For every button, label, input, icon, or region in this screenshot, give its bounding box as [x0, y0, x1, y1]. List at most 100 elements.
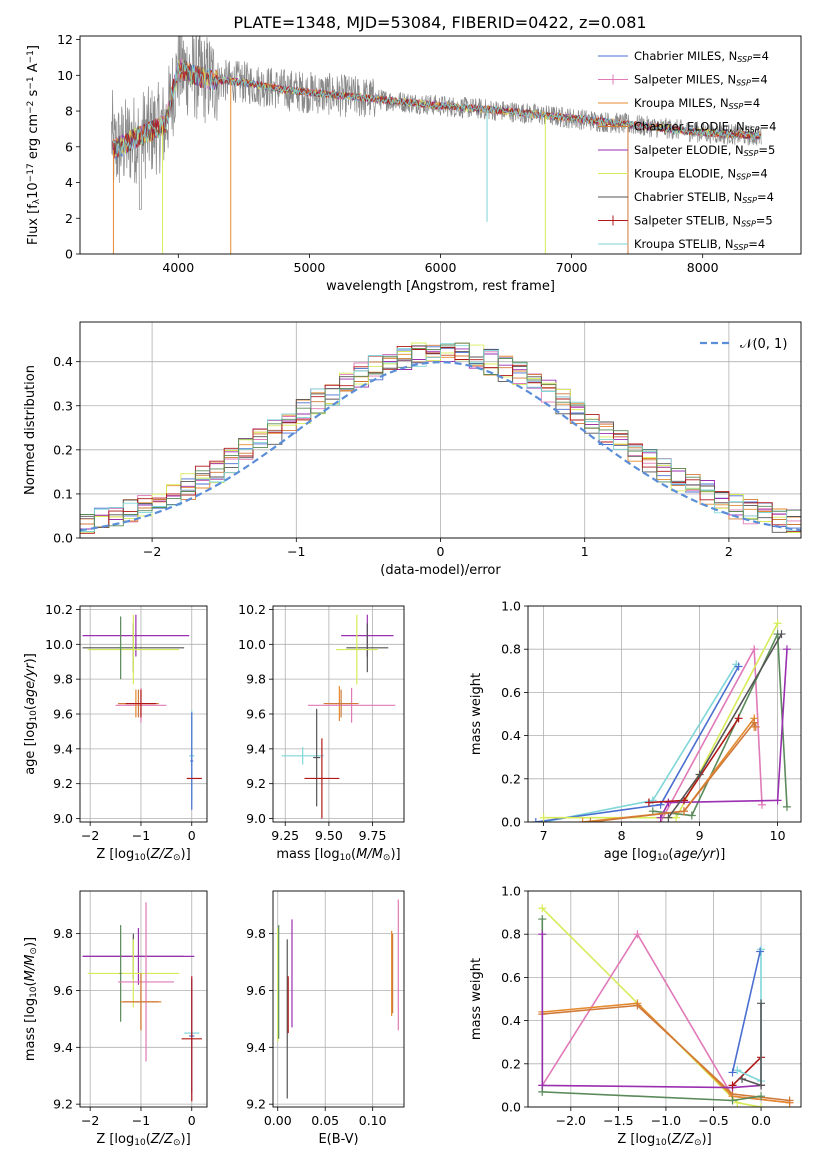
mass-weight-marker [750, 718, 759, 727]
x-tick-label: −2 [143, 544, 161, 559]
x-axis-label: Z [log10(Z/Z⊙)] [617, 1132, 711, 1148]
legend-label: Salpeter STELIB, NSSP=5 [634, 214, 773, 229]
panel-spectrum: 4000 5000 6000 7000 8000 0 2 4 6 8 10 12 wavelength … [26, 32, 802, 294]
axes-frame [79, 321, 802, 539]
mass-weight-marker [728, 1096, 737, 1105]
x-tick-label: 4000 [162, 260, 194, 275]
plot-area [538, 904, 794, 1107]
y-tick-label: 0.8 [501, 642, 521, 657]
mass-weight-marker [734, 662, 743, 671]
legend-label: Kroupa MILES, NSSP=4 [634, 96, 760, 111]
y-tick-label: 12 [57, 32, 73, 47]
y-tick-label: 0.6 [501, 685, 521, 700]
y-tick-label: 9.0 [53, 811, 73, 826]
y-tick-label: 9.4 [53, 741, 73, 756]
legend-label: Chabrier ELODIE, NSSP=4 [634, 120, 776, 135]
y-axis-label: age [log10(age/yr)] [23, 653, 39, 775]
x-tick-label: −0.5 [698, 1113, 728, 1128]
mass-weight-marker [644, 798, 653, 807]
x-tick-label: 7000 [556, 260, 588, 275]
mass-weight-marker [664, 813, 673, 822]
x-axis-label: E(B-V) [318, 1132, 358, 1147]
y-tick-label: 10 [57, 68, 73, 83]
mass-weight-marker [539, 813, 548, 822]
y-tick-label: 9.8 [53, 672, 73, 687]
y-tick-label: 9.6 [246, 707, 266, 722]
mass-weight-line [541, 934, 762, 1089]
mass-weight-marker [656, 813, 665, 822]
panel-age_vs_Z: −2 −1 0 9.0 9.2 9.4 9.6 9.8 10.0 10.2 Z [log10(Z/Z… [23, 602, 208, 863]
y-axis-label: mass weight [469, 673, 484, 755]
y-tick-label: 9.8 [53, 926, 73, 941]
y-tick-label: 9.2 [53, 776, 73, 791]
y-tick-label: 9.4 [53, 1040, 73, 1055]
y-tick-label: 9.8 [246, 926, 266, 941]
legend: Chabrier MILES, NSSP=4 Salpeter MILES, NS… [598, 49, 776, 252]
y-tick-label: 8 [65, 104, 73, 119]
x-tick-label: 10 [770, 828, 786, 843]
legend-label: Chabrier MILES, NSSP=4 [634, 49, 769, 64]
x-tick-label: 9.75 [359, 828, 387, 843]
errorbar-point [323, 689, 359, 718]
axes-frame [79, 35, 802, 255]
mass-weight-marker [664, 798, 673, 807]
mass-weight-marker [695, 770, 704, 779]
y-tick-label: 0.3 [53, 398, 73, 413]
y-axis-label: Normed distribution [23, 365, 38, 495]
figure-title: PLATE=1348, MJD=53084, FIBERID=0422, z=0… [233, 13, 646, 32]
plot-area [82, 902, 202, 1102]
errorbar-point [87, 614, 180, 685]
mass-weight-line [535, 666, 740, 822]
mass-weight-marker [586, 818, 595, 822]
mass-weight-marker [785, 1096, 794, 1105]
y-tick-label: 9.2 [246, 1097, 266, 1112]
y-tick-label: 0 [65, 247, 73, 262]
mass-weight-line [541, 907, 762, 1107]
panel-mw_vs_age: 7 8 9 10 0.0 0.2 0.4 0.6 0.8 1.0 age [log10(age/yr… [469, 599, 802, 863]
y-tick-label: 0.0 [501, 1100, 521, 1115]
mass-weight-marker [531, 818, 540, 822]
legend-label: Salpeter ELODIE, NSSP=5 [634, 143, 775, 158]
errorbar-point [87, 939, 180, 1008]
mass-weight-marker [773, 796, 782, 805]
x-axis-label: mass [log10(M/M⊙)] [276, 847, 400, 863]
y-tick-label: 9.2 [53, 1097, 73, 1112]
y-tick-label: 0.4 [501, 728, 521, 743]
mass-weight-marker [756, 947, 765, 956]
y-tick-label: 4 [65, 175, 73, 190]
x-tick-label: 7 [540, 828, 548, 843]
panel-mw_vs_Z: −2.0 −1.5 −1.0 −0.5 0.0 0.0 0.2 0.4 0.6 0.8 1.0 Z [… [469, 884, 802, 1148]
errorbar-point [125, 689, 157, 718]
y-tick-label: 9.4 [246, 741, 266, 756]
mass-weight-marker [733, 1066, 742, 1075]
errorbar-point [82, 927, 195, 985]
panel-residuals: −2 −1 0 1 2 0.0 0.1 0.2 0.3 0.4 (data-model)/error… [23, 321, 802, 578]
y-tick-label: 0.4 [53, 354, 73, 369]
mass-weight-line [590, 720, 757, 822]
x-tick-label: −2 [81, 1113, 99, 1128]
y-tick-label: 0.6 [501, 970, 521, 985]
x-tick-label: 1 [581, 544, 589, 559]
plot-area [82, 614, 202, 810]
panel-mass_vs_Z: −2 −1 0 9.2 9.4 9.6 9.8 Z [log10(Z/Z⊙)] mass [lo… [23, 890, 208, 1148]
plot-area [80, 342, 801, 534]
y-tick-label: 0.2 [501, 1056, 521, 1071]
mass-weight-marker [728, 1068, 737, 1077]
plot-area [111, 36, 762, 254]
mass-weight-marker [538, 915, 547, 924]
mass-weight-marker [680, 807, 688, 816]
mass-weight-marker [773, 619, 782, 628]
x-tick-label: −1 [287, 544, 305, 559]
legend-label: Kroupa ELODIE, NSSP=4 [634, 167, 768, 182]
mass-weight-marker [672, 813, 681, 822]
y-tick-label: 2 [65, 211, 73, 226]
x-tick-label: 0 [437, 544, 445, 559]
errorbar-point [123, 973, 159, 1031]
mass-weight-marker [757, 1092, 766, 1101]
plot-area [277, 899, 399, 1099]
errorbar-point [313, 708, 321, 807]
x-tick-label: 0.10 [359, 1113, 387, 1128]
x-tick-label: 9.50 [315, 828, 343, 843]
x-tick-label: 2 [725, 544, 733, 559]
mass-weight-marker [758, 800, 766, 809]
